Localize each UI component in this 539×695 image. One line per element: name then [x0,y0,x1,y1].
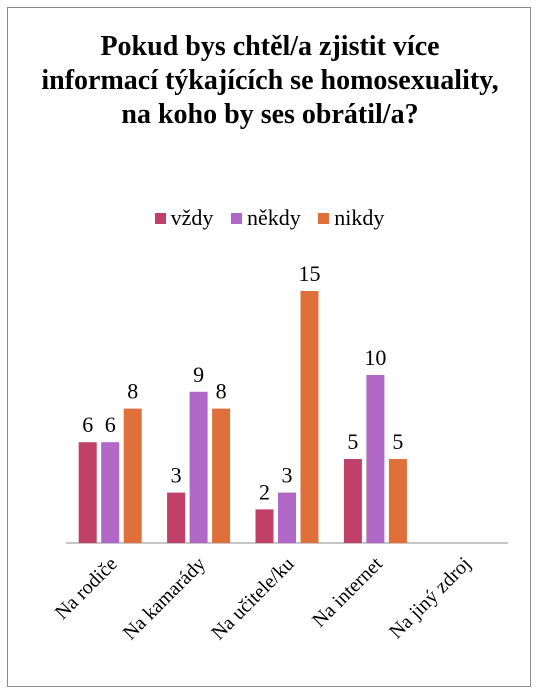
legend-swatch-nikdy [318,213,330,224]
legend-swatch-nekdy [230,213,242,224]
legend-swatch-vzdy [154,213,166,224]
chart-legend: vždy někdy nikdy [0,205,539,231]
chart-frame [7,7,531,687]
legend-item-nekdy: někdy [230,205,301,231]
legend-label-nekdy: někdy [246,205,301,230]
legend-label-vzdy: vždy [170,205,214,230]
legend-item-nikdy: nikdy [318,205,384,231]
chart-title: Pokud bys chtěl/a zjistit více informací… [41,31,499,130]
legend-label-nikdy: nikdy [334,205,385,230]
legend-item-vzdy: vždy [154,205,214,231]
